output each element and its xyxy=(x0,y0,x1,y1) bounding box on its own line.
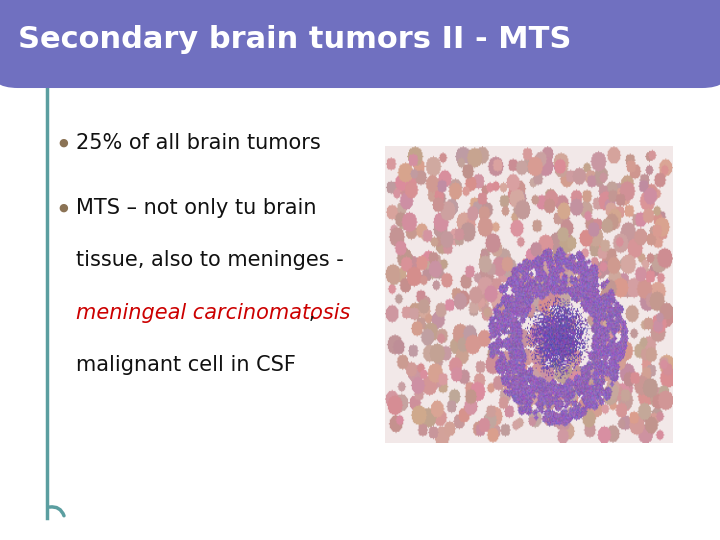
FancyBboxPatch shape xyxy=(0,0,720,88)
Text: ●: ● xyxy=(58,138,68,148)
Text: meningeal carcinomatosis: meningeal carcinomatosis xyxy=(76,302,350,323)
Text: malignant cell in CSF: malignant cell in CSF xyxy=(76,355,295,375)
Text: tissue, also to meninges -: tissue, also to meninges - xyxy=(76,250,343,271)
Text: Secondary brain tumors II - MTS: Secondary brain tumors II - MTS xyxy=(18,25,572,55)
Bar xyxy=(0,36,720,80)
Text: ,: , xyxy=(302,302,315,323)
Text: 25% of all brain tumors: 25% of all brain tumors xyxy=(76,133,320,153)
Text: ●: ● xyxy=(58,203,68,213)
Text: MTS – not only tu brain: MTS – not only tu brain xyxy=(76,198,316,218)
